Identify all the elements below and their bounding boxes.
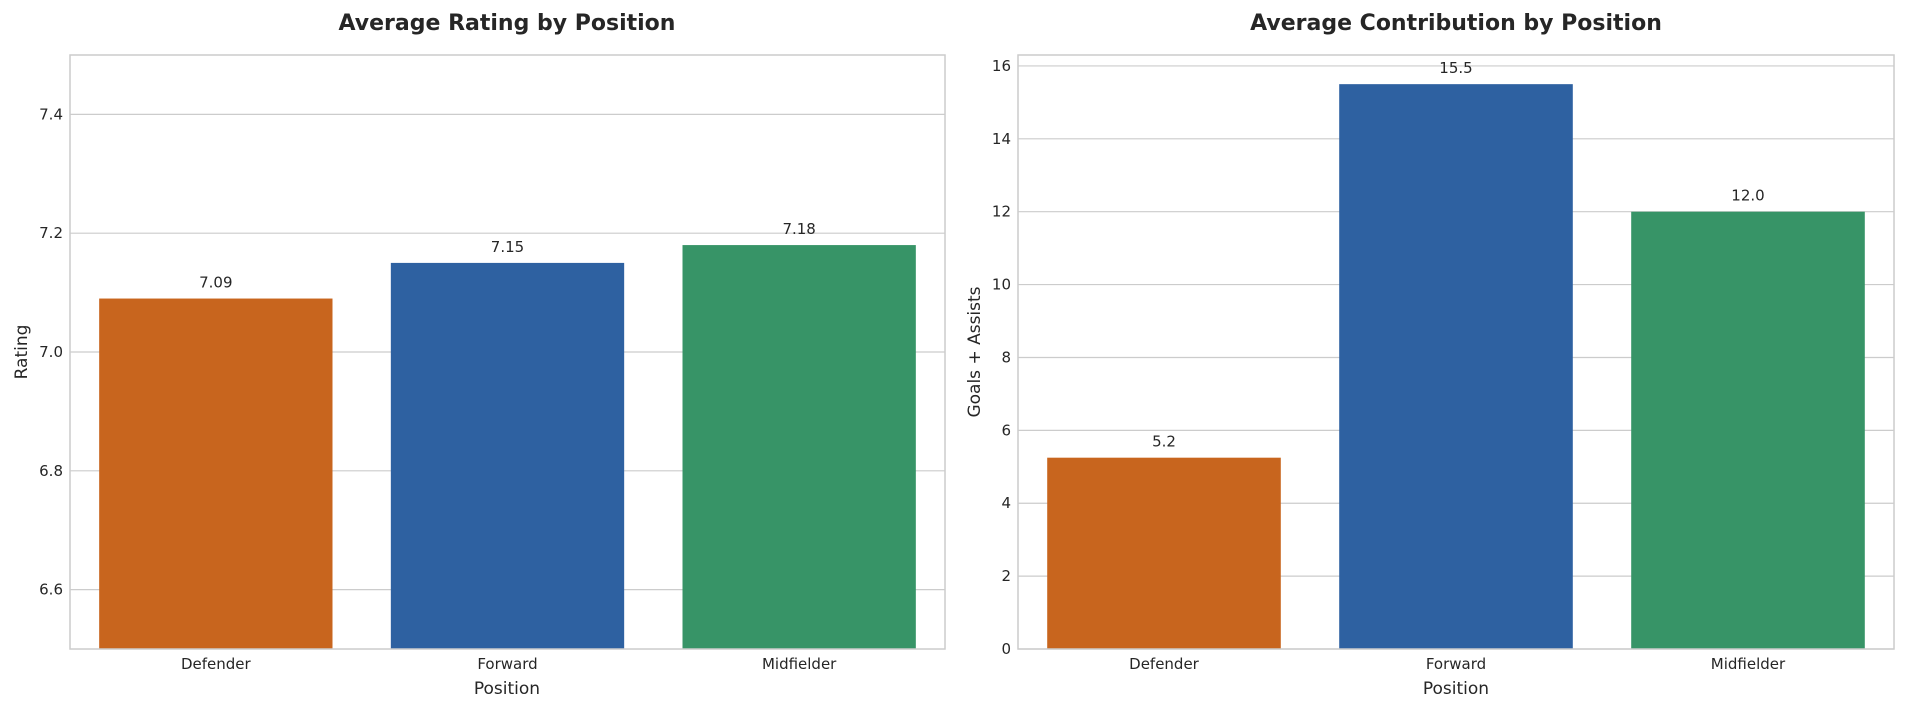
rating-chart-y-tick-label: 7.2 xyxy=(39,224,63,242)
rating-chart-frame xyxy=(69,54,946,650)
rating-chart-y-tick-label: 6.8 xyxy=(39,462,63,480)
contribution-chart-data-labels: 5.2 15.5 12.0 xyxy=(1152,59,1765,451)
rating-chart-y-ticks: 6.6 6.8 7.0 7.2 7.4 xyxy=(39,105,63,598)
contribution-chart-bars xyxy=(1047,84,1865,649)
contribution-chart-y-tick-label: 14 xyxy=(992,130,1011,148)
contribution-chart-y-tick-label: 8 xyxy=(1001,348,1011,366)
rating-chart-data-label: 7.15 xyxy=(491,238,524,256)
rating-chart-x-tick-label: Forward xyxy=(477,655,537,673)
rating-chart-bar-defender xyxy=(99,298,333,649)
contribution-chart-bar-forward xyxy=(1339,84,1573,649)
contribution-chart-y-tick-label: 10 xyxy=(992,276,1011,294)
contribution-chart-frame xyxy=(1017,54,1895,650)
contribution-chart-y-tick-label: 6 xyxy=(1001,421,1011,439)
rating-chart-data-label: 7.09 xyxy=(199,274,232,292)
contribution-chart-data-label: 15.5 xyxy=(1439,59,1472,77)
contribution-chart-x-tick-label: Defender xyxy=(1129,655,1200,673)
rating-chart-data-label: 7.18 xyxy=(782,220,815,238)
contribution-chart-x-tick-label: Midfielder xyxy=(1711,655,1786,673)
rating-chart-bars xyxy=(99,245,916,649)
contribution-chart-bar-defender xyxy=(1047,457,1281,649)
contribution-chart-panel: Average Contribution by Position 0 2 4 6 8 10… xyxy=(965,11,1895,699)
rating-chart-x-ticks: Defender Forward Midfielder xyxy=(181,655,837,673)
rating-chart-y-tick-label: 7.4 xyxy=(39,105,63,123)
contribution-chart-y-tick-label: 2 xyxy=(1001,567,1011,585)
rating-chart-panel: Average Rating by Position 6.6 6.8 7.0 7.2 7… xyxy=(12,11,946,699)
rating-chart-x-axis-label: Position xyxy=(474,679,540,699)
contribution-chart-y-tick-label: 12 xyxy=(992,203,1011,221)
rating-chart-title: Average Rating by Position xyxy=(339,11,676,36)
contribution-chart-y-axis-label: Goals + Assists xyxy=(965,286,985,417)
rating-chart-y-tick-label: 7.0 xyxy=(39,343,63,361)
rating-chart-bar-forward xyxy=(390,262,625,649)
rating-chart-x-tick-label: Defender xyxy=(181,655,252,673)
contribution-chart-x-tick-label: Forward xyxy=(1426,655,1486,673)
contribution-chart-y-tick-label: 0 xyxy=(1001,640,1011,658)
contribution-chart-title: Average Contribution by Position xyxy=(1250,11,1662,36)
contribution-chart-y-ticks: 0 2 4 6 8 10 12 14 16 xyxy=(992,57,1011,658)
rating-chart-x-tick-label: Midfielder xyxy=(762,655,837,673)
contribution-chart-y-tick-label: 4 xyxy=(1001,494,1011,512)
rating-chart-y-axis-label: Rating xyxy=(12,325,32,380)
contribution-chart-data-label: 12.0 xyxy=(1731,187,1764,205)
contribution-chart-x-ticks: Defender Forward Midfielder xyxy=(1129,655,1786,673)
rating-chart-data-labels: 7.09 7.15 7.18 xyxy=(199,220,816,291)
contribution-chart-x-axis-label: Position xyxy=(1423,679,1489,699)
rating-chart-y-tick-label: 6.6 xyxy=(39,581,63,599)
contribution-chart-bar-midfielder xyxy=(1631,211,1865,649)
rating-chart-bar-midfielder xyxy=(682,245,916,649)
contribution-chart-y-tick-label: 16 xyxy=(992,57,1011,75)
contribution-chart-data-label: 5.2 xyxy=(1152,433,1176,451)
